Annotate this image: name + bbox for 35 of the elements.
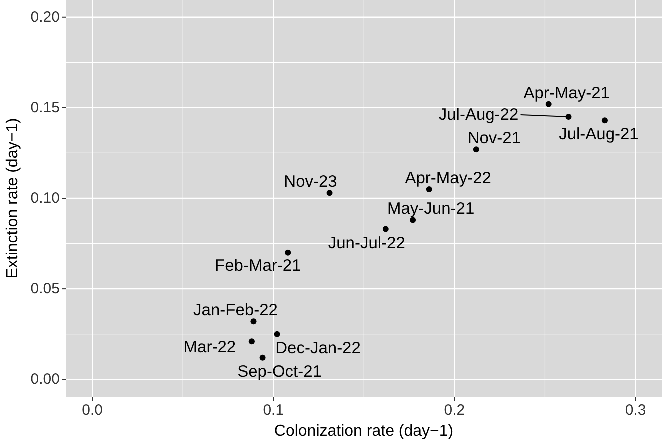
x-tick-label: 0.0: [82, 402, 104, 419]
data-label: Dec-Jan-22: [276, 339, 361, 358]
point: [566, 114, 572, 120]
y-tick-label: 0.05: [30, 280, 60, 298]
y-tick-label: 0.10: [30, 190, 60, 207]
data-label: Mar-22: [184, 338, 236, 357]
x-tick-label: 0.3: [625, 402, 646, 419]
y-axis-title: Extinction rate (day−1): [4, 118, 22, 279]
data-label: May-Jun-21: [388, 200, 475, 218]
x-axis-title: Colonization rate (day−1): [274, 423, 454, 440]
data-label: Apr-May-22: [405, 169, 492, 188]
data-label: Sep-Oct-21: [238, 362, 322, 381]
x-tick-label: 0.2: [444, 402, 466, 419]
point: [250, 318, 257, 325]
point: [285, 250, 292, 256]
x-tick-label: 0.1: [263, 402, 284, 419]
point: [260, 354, 266, 361]
point: [410, 217, 416, 224]
point: [248, 338, 255, 345]
data-label: Jul-Aug-22: [438, 106, 519, 124]
data-label: Nov-23: [284, 173, 338, 192]
point: [602, 118, 608, 124]
data-label: Nov-21: [468, 130, 522, 148]
y-tick-label: 0.20: [30, 8, 60, 26]
y-tick-label: 0.15: [30, 99, 60, 116]
point: [382, 226, 389, 232]
data-label: Jul-Aug-21: [559, 126, 639, 144]
point: [326, 190, 333, 196]
data-label: Jun-Jul-22: [328, 234, 406, 252]
data-label: Feb-Mar-21: [215, 256, 302, 275]
point: [274, 331, 280, 338]
y-tick-label: 0.00: [30, 371, 60, 388]
data-label: Jan-Feb-22: [194, 302, 278, 320]
point: [473, 146, 480, 153]
data-label: Apr-May-21: [524, 84, 610, 102]
